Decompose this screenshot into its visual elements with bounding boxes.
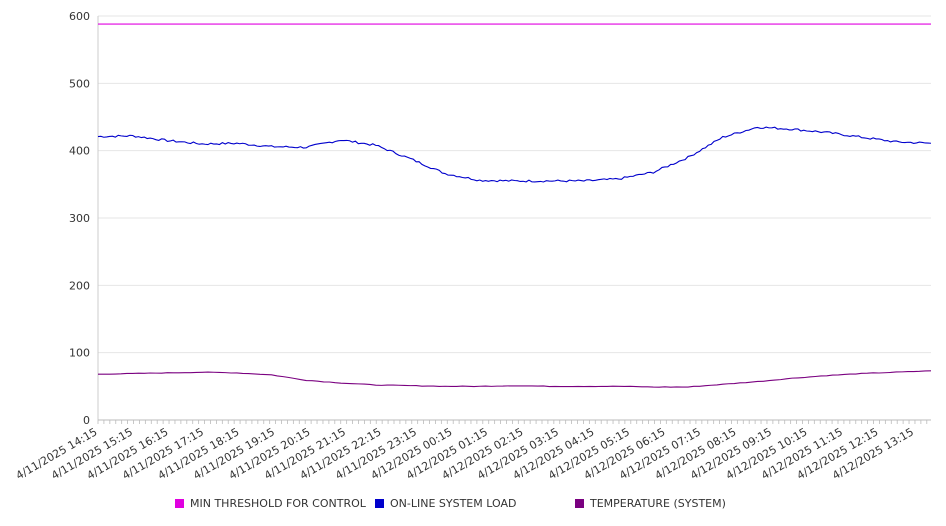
legend-swatch-temperature — [575, 499, 584, 508]
x-axis-ticks: 4/11/2025 14:154/11/2025 15:154/11/2025 … — [14, 425, 916, 482]
y-tick-label: 600 — [69, 10, 90, 23]
legend-swatch-min-threshold — [175, 499, 184, 508]
y-tick-label: 300 — [69, 212, 90, 225]
series-line-on-line-system-load — [97, 126, 932, 183]
chart-legend: MIN THRESHOLD FOR CONTROL ON-LINE SYSTEM… — [0, 497, 946, 515]
series-lines — [97, 23, 932, 388]
legend-label-system-load: ON-LINE SYSTEM LOAD — [390, 497, 517, 510]
legend-item-min-threshold[interactable]: MIN THRESHOLD FOR CONTROL — [175, 497, 366, 510]
y-axis-ticks: 0 100 200 300 400 500 600 — [69, 10, 90, 427]
legend-item-system-load[interactable]: ON-LINE SYSTEM LOAD — [375, 497, 516, 510]
y-tick-label: 0 — [83, 414, 90, 427]
chart-axes — [97, 16, 931, 424]
legend-item-temperature[interactable]: TEMPERATURE (SYSTEM) — [575, 497, 726, 510]
y-tick-label: 500 — [69, 77, 90, 90]
legend-label-temperature: TEMPERATURE (SYSTEM) — [590, 497, 726, 510]
y-tick-label: 100 — [69, 347, 90, 360]
y-tick-label: 400 — [69, 145, 90, 158]
legend-swatch-system-load — [375, 499, 384, 508]
chart-grid — [98, 15, 931, 354]
y-tick-label: 200 — [69, 279, 90, 292]
series-line-temperature-system — [97, 370, 932, 388]
legend-label-min-threshold: MIN THRESHOLD FOR CONTROL — [190, 497, 366, 510]
